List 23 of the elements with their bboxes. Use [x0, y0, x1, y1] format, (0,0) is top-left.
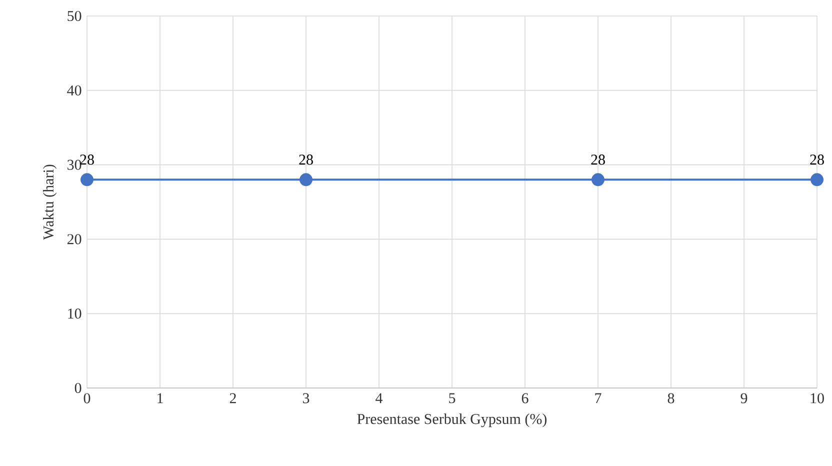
x-tick-label: 4 [376, 393, 383, 404]
x-tick-label: 2 [230, 393, 236, 404]
x-tick-label: 3 [302, 393, 310, 404]
y-tick-label: 20 [67, 234, 82, 244]
x-tick-label: 1 [158, 393, 163, 404]
y-tick-label: 40 [67, 85, 82, 96]
x-axis-title: Presentase Serbuk Gypsum (%) [357, 414, 547, 428]
x-tick-label: 9 [740, 393, 748, 404]
data-label: 28 [810, 154, 824, 165]
data-label: 28 [591, 154, 605, 165]
x-tick-label: 7 [595, 393, 602, 404]
y-tick-label: 30 [68, 160, 82, 170]
y-axis-title: Waktu (hari) [43, 164, 57, 240]
x-tick-label: 10 [810, 393, 824, 404]
x-tick-label: 5 [449, 393, 456, 404]
y-tick-label: 0 [74, 382, 82, 394]
y-tick-label: 50 [68, 10, 82, 22]
x-tick-label: 6 [522, 393, 528, 404]
data-label: 28 [299, 154, 313, 165]
x-tick-label: 8 [668, 393, 674, 404]
data-label: 28 [80, 154, 94, 165]
x-tick-label: 0 [84, 393, 90, 404]
y-tick-label: 10 [68, 308, 82, 319]
